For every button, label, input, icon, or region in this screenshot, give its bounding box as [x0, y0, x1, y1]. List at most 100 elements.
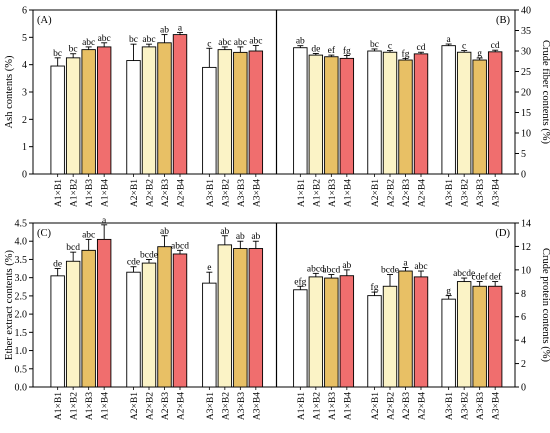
significance-label: cde	[127, 258, 140, 268]
bar-A3×B4	[248, 248, 264, 388]
significance-label: fg	[371, 282, 379, 293]
bar-A3×B3	[233, 248, 248, 388]
bar-A1×B2	[65, 57, 81, 175]
category-label: A2×B4	[418, 179, 428, 207]
bar-A2×B1	[367, 295, 382, 388]
category-label: A3×B2	[221, 179, 231, 207]
bar-A3×B1	[202, 282, 217, 388]
bar-A3×B1	[441, 298, 456, 388]
y-tick-label: 0	[22, 170, 27, 181]
category-label: A3×B4	[492, 179, 502, 207]
bar-A2×B4	[413, 276, 429, 388]
category-label: A2×B1	[130, 179, 140, 207]
y-tick-label: 25	[521, 67, 531, 78]
category-label: A3×B1	[206, 179, 216, 207]
category-label: A2×B3	[402, 179, 412, 207]
bar-A3×B3	[472, 59, 487, 175]
category-label: A1×B4	[101, 179, 111, 207]
significance-label: bc	[370, 40, 379, 50]
plot-frame-row-2	[32, 222, 516, 388]
category-label: A3×B3	[476, 392, 486, 420]
y-tick-label: 5	[521, 149, 526, 160]
bar-A3×B2	[217, 49, 233, 175]
bar-A1×B3	[324, 56, 339, 175]
bar-A2×B3	[157, 246, 172, 388]
y-tick-label: 40	[521, 6, 531, 17]
category-label: A1×B4	[343, 179, 353, 207]
significance-label: ab	[342, 261, 351, 271]
bar-A1×B2	[308, 276, 324, 388]
category-label: A2×B1	[371, 179, 381, 207]
y-tick-label: 8	[521, 289, 526, 300]
y-tick-label: 4	[521, 336, 526, 347]
category-label: A2×B4	[418, 392, 428, 420]
y-tick-label: 2	[521, 359, 526, 370]
bar-A2×B4	[172, 253, 188, 388]
y-tick-label: 6	[22, 6, 27, 17]
significance-label: bcde	[140, 250, 158, 260]
category-label: A1×B1	[54, 392, 64, 420]
bar-A1×B4	[96, 46, 112, 175]
bar-A2×B1	[126, 60, 141, 175]
significance-label: c	[388, 42, 392, 52]
significance-label: cdef	[471, 272, 488, 283]
bar-A3×B4	[248, 50, 264, 175]
bar-A2×B4	[172, 34, 188, 175]
bar-A3×B2	[456, 51, 472, 175]
bar-A2×B1	[367, 50, 382, 175]
significance-label: ef	[328, 45, 336, 56]
category-label: A2×B3	[161, 392, 171, 420]
category-label: A3×B3	[237, 179, 247, 207]
y-tick-label: 0.0	[15, 383, 28, 394]
bar-A1×B1	[293, 47, 308, 175]
panel-letter: (A)	[37, 15, 52, 26]
y-tick-label: 1.5	[15, 328, 28, 339]
category-label: A2×B4	[177, 392, 187, 420]
category-label: A3×B4	[492, 392, 502, 420]
significance-label: abc	[82, 230, 95, 240]
category-label: A1×B3	[328, 392, 338, 420]
category-label: A3×B2	[461, 179, 471, 207]
category-label: A1×B2	[70, 392, 80, 420]
bar-A1×B4	[339, 275, 355, 388]
y-tick-label: 20	[521, 88, 531, 99]
y-tick-label: 4.0	[15, 237, 28, 248]
significance-label: c	[462, 42, 466, 52]
y-axis-title: Ash contents (%)	[4, 55, 15, 128]
bar-A1×B1	[50, 275, 65, 388]
bar-A1×B3	[324, 277, 339, 388]
bar-A3×B4	[487, 285, 503, 388]
category-label: A1×B3	[85, 392, 95, 420]
bar-A1×B3	[81, 49, 96, 175]
bar-A3×B4	[487, 51, 503, 175]
bar-A3×B3	[472, 285, 487, 388]
category-label: A2×B2	[387, 179, 397, 207]
significance-label: cd	[417, 43, 426, 53]
category-label: A1×B4	[101, 392, 111, 420]
category-label: A2×B2	[146, 392, 156, 420]
significance-label: de	[311, 44, 320, 54]
y-tick-label: 14	[521, 219, 531, 230]
significance-label: e	[207, 263, 211, 273]
category-label: A2×B3	[402, 392, 412, 420]
y-tick-label: 3	[22, 88, 27, 99]
bar-A2×B3	[398, 270, 413, 388]
bar-A2×B3	[398, 59, 413, 175]
significance-label: g	[477, 49, 482, 59]
bar-A1×B1	[50, 65, 65, 175]
significance-label: abc	[234, 38, 247, 48]
bar-A1×B3	[81, 249, 96, 388]
significance-label: fg	[343, 46, 351, 57]
significance-label: bcd	[66, 243, 80, 253]
y-tick-label: 0	[521, 383, 526, 394]
category-label: A1×B2	[70, 179, 80, 207]
panel-letter: (B)	[496, 15, 511, 26]
y-tick-label: 30	[521, 47, 531, 58]
y-tick-label: 5	[22, 33, 27, 44]
significance-label: bcde	[381, 266, 399, 276]
significance-label: ab	[236, 232, 245, 242]
significance-label: a	[178, 23, 183, 33]
y-tick-label: 1	[22, 142, 27, 153]
y-tick-label: 6	[521, 312, 526, 323]
significance-label: de	[53, 260, 62, 270]
